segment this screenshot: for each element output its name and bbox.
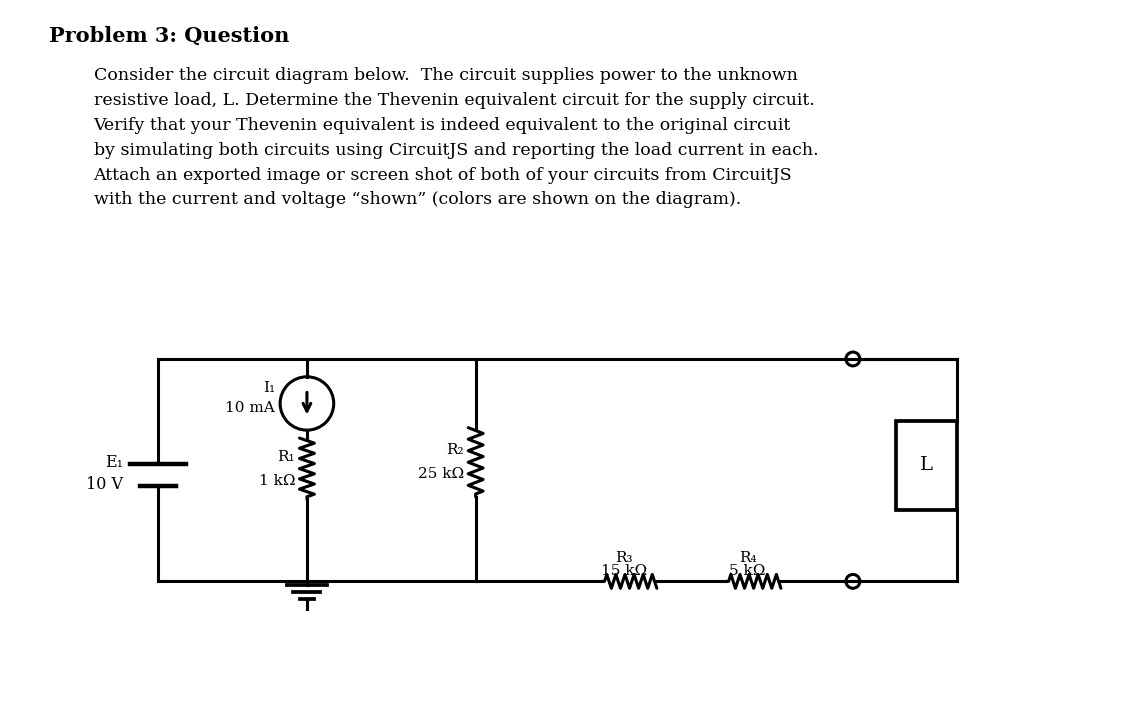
Text: R₁: R₁: [277, 450, 295, 464]
Circle shape: [846, 575, 860, 588]
Text: Problem 3: Question: Problem 3: Question: [49, 26, 289, 46]
Text: R₃: R₃: [615, 550, 632, 565]
Text: 25 kΩ: 25 kΩ: [418, 467, 464, 481]
Text: 5 kΩ: 5 kΩ: [730, 564, 766, 578]
Circle shape: [846, 352, 860, 366]
Text: 10 mA: 10 mA: [226, 401, 275, 416]
Text: I₁: I₁: [263, 381, 275, 395]
Text: 1 kΩ: 1 kΩ: [259, 473, 295, 488]
Text: E₁: E₁: [106, 454, 124, 471]
Text: 15 kΩ: 15 kΩ: [600, 564, 647, 578]
Text: L: L: [919, 456, 933, 474]
Text: R₄: R₄: [739, 550, 757, 565]
Text: 10 V: 10 V: [86, 476, 124, 493]
Text: Consider the circuit diagram below.  The circuit supplies power to the unknown
r: Consider the circuit diagram below. The …: [93, 67, 818, 208]
Text: R₂: R₂: [446, 443, 464, 458]
Bar: [896, 421, 957, 510]
